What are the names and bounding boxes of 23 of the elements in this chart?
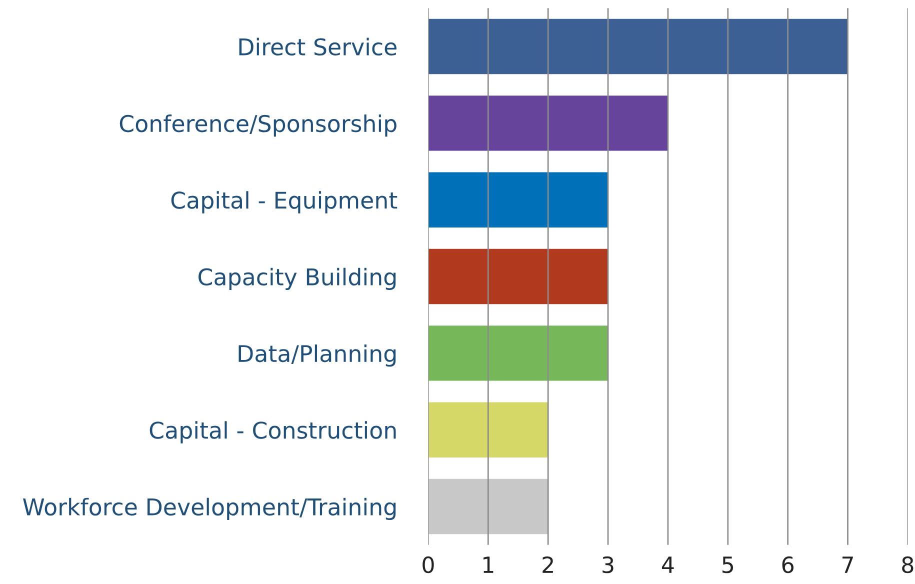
bar xyxy=(428,96,668,151)
y-tick-label: Capital - Equipment xyxy=(171,191,398,214)
y-tick-label: Capital - Construction xyxy=(150,421,396,444)
bar xyxy=(428,172,608,228)
y-tick-label: Capacity Building xyxy=(198,268,396,290)
y-tick-label: Workforce Development/Training xyxy=(23,498,396,520)
bar xyxy=(428,402,548,458)
bar xyxy=(428,478,548,534)
x-tick-label: 7 xyxy=(842,556,853,573)
x-tick-label: 1 xyxy=(484,556,494,573)
x-tick-label: 3 xyxy=(602,556,614,574)
y-tick-label: Direct Service xyxy=(239,38,396,56)
x-tick-label: 8 xyxy=(902,556,914,574)
x-tick-label: 0 xyxy=(422,556,434,574)
x-tick-label: 6 xyxy=(782,556,794,574)
bar xyxy=(428,18,848,74)
y-tick-label: Conference/Sponsorship xyxy=(120,114,396,137)
x-tick-label: 4 xyxy=(662,556,674,573)
x-tick-label: 2 xyxy=(542,556,553,573)
y-tick-label: Data/Planning xyxy=(238,344,396,367)
bar xyxy=(428,326,608,381)
bar xyxy=(428,248,608,304)
x-tick-label: 5 xyxy=(722,556,734,574)
